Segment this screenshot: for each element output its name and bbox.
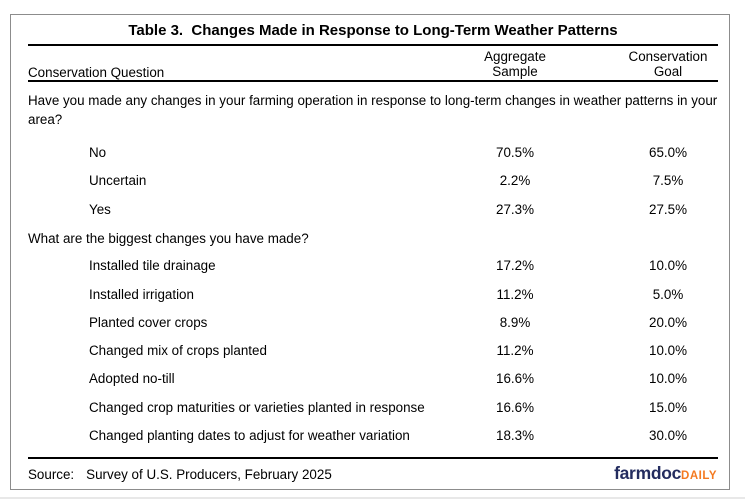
question-weather-changes: Have you made any changes in your farmin…: [28, 93, 718, 127]
goal-value: 27.5%: [649, 202, 687, 217]
row-label: Yes: [89, 202, 111, 217]
header-conservation-goal: Conservation Goal: [618, 49, 718, 80]
table-row: No 70.5% 65.0%: [28, 145, 718, 161]
question-biggest-changes: What are the biggest changes you have ma…: [28, 231, 309, 246]
source-line: Source: Survey of U.S. Producers, Februar…: [28, 467, 718, 482]
title-rule: [28, 44, 718, 46]
footer-rule: [28, 457, 718, 459]
table-row: Changed planting dates to adjust for wea…: [28, 428, 718, 444]
aggregate-value: 18.3%: [496, 428, 534, 443]
row-gap: [565, 343, 618, 359]
row-gap: [565, 400, 618, 416]
farmdoc-daily-logo: farmdoc DAILY: [614, 463, 717, 484]
goal-value: 15.0%: [649, 400, 687, 415]
row-gap: [565, 258, 618, 274]
header-goal-line2: Goal: [653, 64, 683, 80]
row-gap: [565, 202, 618, 218]
table-title: Table 3. Changes Made in Response to Lon…: [128, 22, 618, 39]
row-label: Changed planting dates to adjust for wea…: [89, 428, 410, 443]
table-row: Adopted no-till 16.6% 10.0%: [28, 371, 718, 387]
logo-farmdoc-text: farmdoc: [614, 463, 682, 483]
aggregate-value: 16.6%: [496, 400, 534, 415]
row-gap: [565, 371, 618, 387]
header-conservation-question: Conservation Question: [28, 65, 165, 80]
header-aggregate-line2: Sample: [492, 64, 538, 80]
goal-value: 65.0%: [649, 145, 687, 160]
source-label: Source:: [28, 467, 75, 482]
header-rule: [28, 80, 718, 82]
goal-value: 7.5%: [652, 173, 684, 188]
row-gap: [565, 287, 618, 303]
table-row: Changed crop maturities or varieties pla…: [28, 400, 718, 416]
row-label: Uncertain: [89, 173, 147, 188]
table-row: Yes 27.3% 27.5%: [28, 202, 718, 218]
aggregate-value: 11.2%: [496, 343, 534, 358]
source-text: Survey of U.S. Producers, February 2025: [86, 467, 332, 482]
row-label: Changed mix of crops planted: [89, 343, 267, 358]
goal-value: 10.0%: [649, 371, 687, 386]
goal-value: 5.0%: [652, 287, 684, 302]
aggregate-value: 70.5%: [496, 145, 534, 160]
row-gap: [565, 173, 618, 189]
row-label: No: [89, 145, 107, 160]
table-frame: Table 3. Changes Made in Response to Lon…: [10, 14, 730, 490]
header-goal-line1: Conservation: [628, 48, 708, 64]
row-label: Adopted no-till: [89, 371, 175, 386]
table-header: Conservation Question Aggregate Sample C…: [28, 48, 718, 80]
row-gap: [565, 145, 618, 161]
aggregate-value: 2.2%: [499, 173, 531, 188]
header-aggregate-sample: Aggregate Sample: [465, 49, 565, 80]
logo-daily-text: DAILY: [681, 470, 717, 482]
table-row: Changed mix of crops planted 11.2% 10.0%: [28, 343, 718, 359]
aggregate-value: 17.2%: [496, 258, 534, 273]
goal-value: 30.0%: [649, 428, 687, 443]
row-gap: [565, 428, 618, 444]
header-aggregate-line1: Aggregate: [484, 48, 546, 64]
row-label: Planted cover crops: [89, 315, 208, 330]
row-gap: [565, 315, 618, 331]
aggregate-value: 8.9%: [499, 315, 531, 330]
aggregate-value: 16.6%: [496, 371, 534, 386]
row-label: Installed tile drainage: [89, 258, 216, 273]
table-row: Uncertain 2.2% 7.5%: [28, 173, 718, 189]
page-bottom-divider: [0, 497, 745, 499]
goal-value: 10.0%: [649, 343, 687, 358]
row-label: Changed crop maturities or varieties pla…: [89, 400, 425, 415]
aggregate-value: 27.3%: [496, 202, 534, 217]
aggregate-value: 11.2%: [496, 287, 534, 302]
goal-value: 10.0%: [649, 258, 687, 273]
table-row: Planted cover crops 8.9% 20.0%: [28, 315, 718, 331]
goal-value: 20.0%: [649, 315, 687, 330]
row-label: Installed irrigation: [89, 287, 194, 302]
table-row: Installed tile drainage 17.2% 10.0%: [28, 258, 718, 274]
table-row: Installed irrigation 11.2% 5.0%: [28, 287, 718, 303]
